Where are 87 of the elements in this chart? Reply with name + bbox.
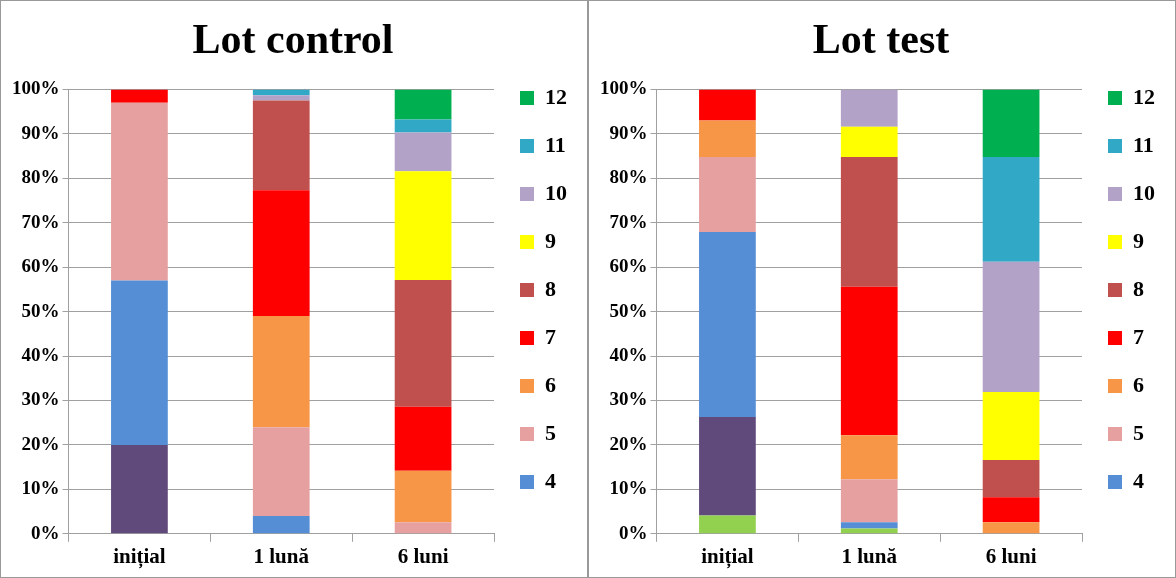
bar bbox=[394, 470, 452, 523]
legend-label: 5 bbox=[545, 419, 556, 445]
y-tick-label: 0% bbox=[31, 521, 60, 543]
x-tick-label: 6 luni bbox=[397, 543, 449, 568]
legend-label: 4 bbox=[1133, 467, 1144, 493]
bar bbox=[840, 479, 898, 523]
y-tick-label: 40% bbox=[609, 343, 648, 365]
bar bbox=[111, 280, 168, 445]
y-tick-label: 100% bbox=[12, 77, 60, 99]
legend-label: 8 bbox=[1133, 275, 1144, 301]
bar bbox=[699, 416, 756, 516]
legend-label: 7 bbox=[1133, 323, 1144, 349]
bar bbox=[840, 435, 898, 480]
y-tick-label: 50% bbox=[609, 299, 648, 321]
bar bbox=[394, 119, 452, 133]
legend-label: 10 bbox=[545, 179, 567, 205]
bar bbox=[699, 89, 756, 121]
bar bbox=[840, 89, 898, 127]
legend-label: 11 bbox=[545, 131, 566, 157]
bar bbox=[699, 156, 756, 233]
x-tick-label: 1 lună bbox=[253, 543, 310, 568]
bar bbox=[982, 497, 1040, 523]
bar bbox=[982, 156, 1040, 262]
y-tick-label: 90% bbox=[21, 121, 60, 143]
bar bbox=[840, 286, 898, 436]
bar bbox=[252, 316, 310, 428]
legend-label: 11 bbox=[1133, 131, 1154, 157]
y-tick-label: 70% bbox=[21, 210, 60, 232]
x-tick-label: 1 lună bbox=[841, 543, 898, 568]
bar bbox=[982, 89, 1040, 157]
bar bbox=[982, 522, 1040, 534]
bar bbox=[394, 522, 452, 534]
bar bbox=[394, 406, 452, 471]
bar bbox=[394, 89, 452, 120]
bar bbox=[699, 120, 756, 157]
bar bbox=[699, 515, 756, 534]
x-tick-label: 6 luni bbox=[985, 543, 1037, 568]
legend-label: 10 bbox=[1133, 179, 1155, 205]
bar bbox=[394, 171, 452, 281]
legend-label: 8 bbox=[545, 275, 556, 301]
legend-label: 4 bbox=[545, 467, 556, 493]
bar bbox=[982, 460, 1040, 498]
bar bbox=[394, 132, 452, 172]
bar bbox=[252, 95, 310, 101]
y-tick-label: 30% bbox=[21, 388, 60, 410]
x-tick-label: inițial bbox=[701, 543, 754, 569]
y-tick-label: 50% bbox=[21, 299, 60, 321]
legend-label: 12 bbox=[1133, 83, 1155, 109]
bar bbox=[840, 522, 898, 529]
legend-label: 9 bbox=[1133, 227, 1144, 253]
y-tick-label: 20% bbox=[21, 432, 60, 454]
y-tick-label: 20% bbox=[609, 432, 648, 454]
legend-label: 5 bbox=[1133, 419, 1144, 445]
y-tick-label: 80% bbox=[609, 166, 648, 188]
bar bbox=[111, 89, 168, 103]
y-tick-label: 30% bbox=[609, 388, 648, 410]
y-tick-label: 60% bbox=[21, 255, 60, 277]
legend-label: 6 bbox=[545, 371, 556, 397]
bar bbox=[111, 102, 168, 281]
bar bbox=[840, 156, 898, 287]
y-tick-label: 80% bbox=[21, 166, 60, 188]
y-tick-label: 90% bbox=[609, 121, 648, 143]
bar bbox=[840, 126, 898, 157]
bar bbox=[252, 190, 310, 317]
bar bbox=[394, 280, 452, 407]
bar bbox=[982, 261, 1040, 393]
y-tick-label: 70% bbox=[609, 210, 648, 232]
bar bbox=[252, 516, 310, 534]
bar bbox=[252, 427, 310, 517]
bar bbox=[111, 444, 168, 534]
y-tick-label: 60% bbox=[609, 255, 648, 277]
legend-label: 12 bbox=[545, 83, 567, 109]
x-tick-label: inițial bbox=[113, 543, 166, 569]
chart-title: Lot control bbox=[192, 16, 394, 63]
y-tick-label: 40% bbox=[21, 343, 60, 365]
legend-label: 7 bbox=[545, 323, 556, 349]
y-tick-label: 10% bbox=[21, 477, 60, 499]
legend-label: 9 bbox=[545, 227, 556, 253]
y-tick-label: 100% bbox=[600, 77, 648, 99]
legend-label: 6 bbox=[1133, 371, 1144, 397]
bar bbox=[982, 392, 1040, 461]
chart-title: Lot test bbox=[812, 16, 950, 63]
y-tick-label: 10% bbox=[609, 477, 648, 499]
bar bbox=[840, 528, 898, 534]
bar bbox=[699, 232, 756, 417]
y-tick-label: 0% bbox=[619, 521, 648, 543]
bar bbox=[252, 100, 310, 191]
